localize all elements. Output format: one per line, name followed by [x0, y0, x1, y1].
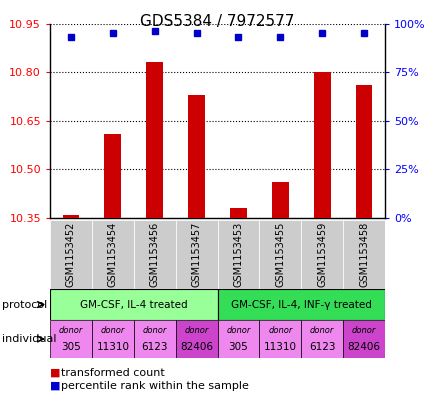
Bar	[50, 220, 92, 289]
Text: GM-CSF, IL-4, INF-γ treated: GM-CSF, IL-4, INF-γ treated	[230, 299, 371, 310]
Bar	[271, 182, 288, 218]
Text: individual: individual	[2, 334, 56, 344]
Text: GSM1153457: GSM1153457	[191, 222, 201, 287]
Text: GSM1153456: GSM1153456	[149, 222, 159, 287]
Text: 305: 305	[61, 342, 81, 352]
Bar	[217, 289, 384, 320]
Text: GDS5384 / 7972577: GDS5384 / 7972577	[140, 14, 294, 29]
Text: donor: donor	[184, 326, 208, 335]
Text: 305: 305	[228, 342, 248, 352]
Bar	[104, 134, 121, 218]
Bar	[300, 320, 342, 358]
Bar	[259, 220, 300, 289]
Bar	[92, 320, 134, 358]
Text: 6123: 6123	[141, 342, 168, 352]
Bar	[300, 220, 342, 289]
Bar	[313, 72, 330, 218]
Bar	[342, 220, 384, 289]
Bar	[134, 220, 175, 289]
Bar	[217, 320, 259, 358]
Bar	[217, 220, 259, 289]
Text: GSM1153459: GSM1153459	[316, 222, 326, 287]
Text: GSM1153455: GSM1153455	[275, 222, 285, 287]
Text: 6123: 6123	[308, 342, 335, 352]
Text: protocol: protocol	[2, 299, 47, 310]
Text: ■: ■	[50, 367, 60, 378]
Bar	[342, 320, 384, 358]
Text: 82406: 82406	[180, 342, 213, 352]
Bar	[259, 320, 300, 358]
Text: donor: donor	[267, 326, 292, 335]
Bar	[230, 208, 246, 218]
Bar	[50, 320, 92, 358]
Bar	[175, 320, 217, 358]
Text: GSM1153453: GSM1153453	[233, 222, 243, 287]
Bar	[50, 289, 217, 320]
Text: donor: donor	[100, 326, 125, 335]
Text: GSM1153458: GSM1153458	[358, 222, 368, 287]
Text: 11310: 11310	[263, 342, 296, 352]
Text: GSM1153454: GSM1153454	[108, 222, 118, 287]
Text: donor: donor	[351, 326, 375, 335]
Bar	[134, 320, 175, 358]
Text: ■: ■	[50, 381, 60, 391]
Bar	[92, 220, 134, 289]
Text: 82406: 82406	[347, 342, 380, 352]
Bar	[355, 85, 372, 218]
Text: donor: donor	[309, 326, 334, 335]
Bar	[146, 62, 163, 218]
Text: transformed count: transformed count	[61, 367, 164, 378]
Bar	[62, 215, 79, 218]
Text: donor: donor	[59, 326, 83, 335]
Text: donor: donor	[226, 326, 250, 335]
Bar	[175, 220, 217, 289]
Text: 11310: 11310	[96, 342, 129, 352]
Text: percentile rank within the sample: percentile rank within the sample	[61, 381, 248, 391]
Text: donor: donor	[142, 326, 167, 335]
Bar	[188, 95, 204, 218]
Text: GSM1153452: GSM1153452	[66, 222, 76, 287]
Text: GM-CSF, IL-4 treated: GM-CSF, IL-4 treated	[80, 299, 187, 310]
